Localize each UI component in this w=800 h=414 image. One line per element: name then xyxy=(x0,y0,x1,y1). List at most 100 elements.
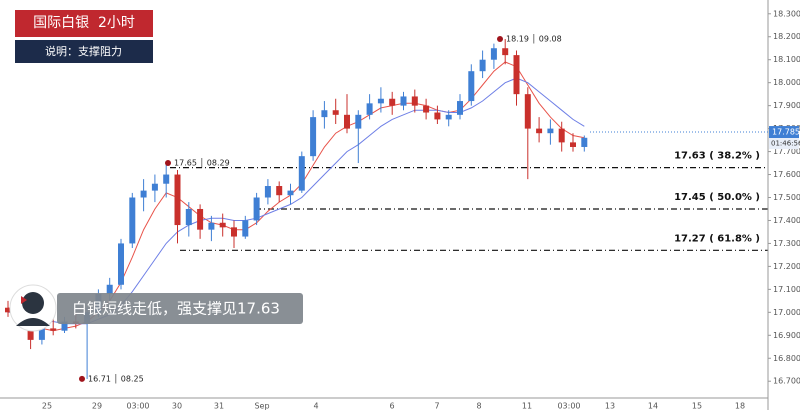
x-tick-label: 8 xyxy=(476,402,481,411)
candle-body xyxy=(570,142,576,147)
y-tick-label: 16.900 xyxy=(773,331,800,340)
y-tick-label: 16.700 xyxy=(773,377,800,386)
candle-body xyxy=(185,208,192,226)
ma-line xyxy=(7,61,585,332)
x-tick-label: 03:00 xyxy=(557,402,580,411)
fib-label: 17.27 ( 61.8% ) xyxy=(674,233,760,244)
candle-body xyxy=(197,208,204,230)
annotation-dot xyxy=(79,375,85,382)
y-tick-label: 17.200 xyxy=(773,262,800,271)
y-tick-label: 17.100 xyxy=(773,285,800,294)
callout-text: 白银短线走低，强支撑见17.63 xyxy=(72,300,280,318)
x-tick-label: 6 xyxy=(389,402,394,411)
candle-body xyxy=(242,220,249,237)
x-tick-label: 30 xyxy=(172,402,182,411)
candle-body xyxy=(332,110,339,115)
timer-label: 01:46:56 xyxy=(771,140,800,148)
candle-body xyxy=(457,101,463,115)
callout: 白银短线走低，强支撑见17.63 xyxy=(9,284,303,332)
y-tick-label: 17.600 xyxy=(773,170,800,179)
ma-line xyxy=(8,77,585,325)
candle-body xyxy=(502,48,509,56)
annotation-dot xyxy=(165,160,171,167)
y-tick-label: 16.800 xyxy=(773,354,800,363)
annotation-label: 17.65 │ 08.29 xyxy=(174,158,230,168)
candle-body xyxy=(490,48,497,60)
annotation-label: 16.71 │ 08.25 xyxy=(88,373,144,383)
x-tick-label: 29 xyxy=(92,402,102,411)
y-tick-label: 18.300 xyxy=(773,9,800,18)
candle-body xyxy=(558,128,565,143)
subtitle-box: 说明：支撑阻力 xyxy=(15,40,153,63)
x-tick-label: 15 xyxy=(692,402,702,411)
candle-body xyxy=(355,114,362,129)
avatar-head xyxy=(22,292,44,314)
candle-body xyxy=(129,197,136,244)
x-tick-label: Sep xyxy=(254,402,269,411)
candle-body xyxy=(344,114,350,129)
candle-body xyxy=(219,222,226,228)
candle-body xyxy=(423,105,430,113)
y-tick-label: 18.200 xyxy=(773,32,800,41)
candle-body xyxy=(231,227,237,237)
candle-body xyxy=(298,156,305,191)
candle-body xyxy=(5,307,11,313)
x-tick-label: 18 xyxy=(735,402,745,411)
y-tick-label: 17.400 xyxy=(773,216,800,225)
candle-body xyxy=(38,328,45,340)
y-tick-label: 18.100 xyxy=(773,55,800,64)
candle-body xyxy=(513,55,520,95)
avatar-badge xyxy=(21,296,27,304)
candle-body xyxy=(50,328,57,331)
candle-body xyxy=(547,128,554,134)
candle-body xyxy=(118,243,124,285)
y-tick-label: 18.000 xyxy=(773,78,800,87)
fib-label: 17.63 ( 38.2% ) xyxy=(674,151,760,162)
y-tick-label: 17.000 xyxy=(773,308,800,317)
candle-body xyxy=(276,186,283,196)
candle-body xyxy=(287,190,294,196)
candle-body xyxy=(366,103,373,115)
candle-body xyxy=(140,190,147,198)
avatar-body xyxy=(16,318,50,326)
candle-body xyxy=(61,321,68,331)
plot: 16.700 16.800 16.900 17.000 17.100 17.200 17.3… xyxy=(5,9,800,411)
candle-body xyxy=(434,112,441,120)
x-tick-label: 25 xyxy=(42,402,52,411)
fib-label: 17.45 ( 50.0% ) xyxy=(674,192,760,203)
x-tick-label: 03:00 xyxy=(126,402,149,411)
x-tick-label: 4 xyxy=(313,402,318,411)
candle-body xyxy=(581,137,588,147)
annotation-dot xyxy=(497,36,503,43)
candle-body xyxy=(151,183,158,191)
candle-body xyxy=(106,284,113,294)
x-tick-label: 31 xyxy=(214,402,224,411)
y-tick-label: 17.500 xyxy=(773,193,800,202)
x-tick-label: 11 xyxy=(522,402,532,411)
candle-body xyxy=(174,174,181,226)
x-tick-label: 13 xyxy=(605,402,615,411)
candle-body xyxy=(468,71,475,102)
candle-body xyxy=(321,110,328,118)
candle-body xyxy=(536,128,543,134)
annotation-label: 18.19 │ 09.08 xyxy=(506,34,562,44)
candle-body xyxy=(163,174,170,184)
candle-body xyxy=(445,114,452,120)
candle-body xyxy=(411,96,418,106)
candle-body xyxy=(310,117,317,157)
candle-body xyxy=(389,98,396,106)
candle-body xyxy=(208,222,215,230)
candle-body xyxy=(253,197,260,221)
y-tick-label: 17.300 xyxy=(773,239,800,248)
timer-box xyxy=(769,138,799,150)
candle-body xyxy=(264,186,271,198)
last-price-label: 17.785 xyxy=(772,128,800,137)
candle-body xyxy=(479,59,486,72)
y-tick-label: 17.900 xyxy=(773,101,800,110)
y-tick-label: 17.700 xyxy=(773,147,800,156)
callout-box xyxy=(57,293,303,324)
x-tick-label: 14 xyxy=(648,402,658,411)
candle-body xyxy=(524,94,531,129)
